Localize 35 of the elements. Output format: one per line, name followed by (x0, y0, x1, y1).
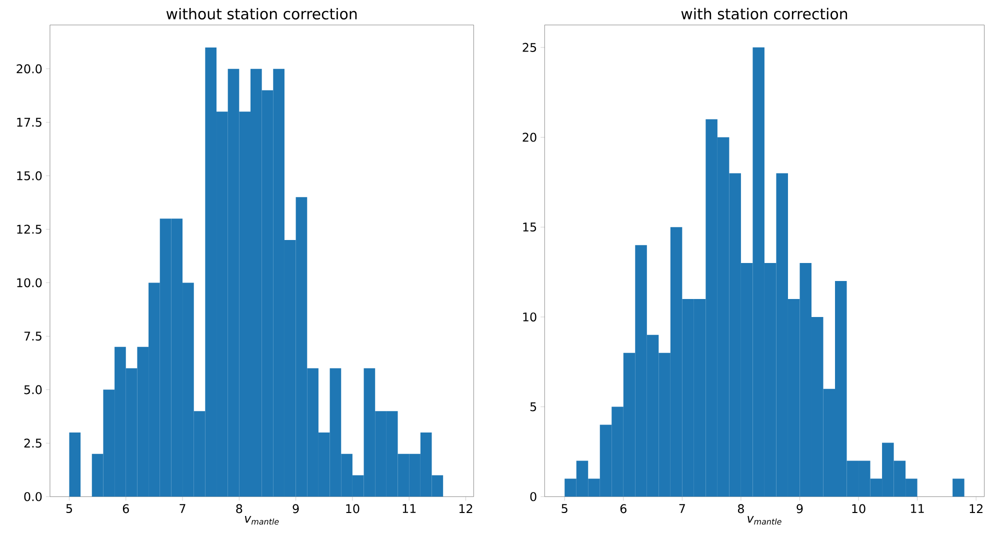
y-tick-label: 5.0 (24, 385, 42, 394)
x-tick-label: 6 (620, 504, 626, 514)
x-tick-label: 7 (679, 504, 685, 514)
x-tick-label: 9 (292, 504, 299, 514)
x-tick-label: 7 (180, 504, 186, 514)
x-tick-label: 6 (122, 504, 129, 514)
x-tick-label: 11 (402, 504, 416, 514)
y-tick-label: 2.5 (24, 438, 42, 448)
x-axis-title: v$_{mantle}$ (748, 516, 782, 525)
x-tick-label: 11 (911, 504, 924, 514)
y-tick-label: 12.5 (17, 224, 42, 234)
chart-title: without station correction (166, 8, 357, 20)
chart-title: with station correction (681, 8, 848, 20)
x-tick-label: 5 (562, 504, 568, 514)
y-tick-label: 17.5 (17, 118, 42, 127)
y-tick-label: 10 (523, 312, 536, 322)
y-tick-label: 5 (530, 402, 536, 412)
x-tick-label: 8 (236, 504, 242, 514)
y-tick-label: 20.0 (16, 64, 42, 74)
x-tick-label: 12 (459, 504, 472, 514)
x-tick-label: 9 (796, 504, 803, 514)
x-tick-label: 5 (66, 504, 72, 514)
x-tick-label: 10 (346, 504, 360, 514)
x-tick-label: 12 (970, 504, 982, 514)
y-tick-label: 0.0 (24, 492, 42, 502)
y-tick-label: 20 (522, 132, 536, 142)
y-tick-label: 7.5 (24, 332, 42, 341)
y-tick-label: 15.0 (17, 171, 42, 180)
y-tick-label: 25 (522, 43, 536, 52)
y-tick-label: 15 (523, 222, 536, 232)
x-tick-label: 8 (738, 504, 744, 514)
x-tick-label: 10 (852, 504, 866, 514)
y-tick-label: 10.0 (17, 278, 42, 288)
x-axis-title: v$_{mantle}$ (244, 516, 279, 525)
y-tick-label: 0 (530, 492, 536, 502)
